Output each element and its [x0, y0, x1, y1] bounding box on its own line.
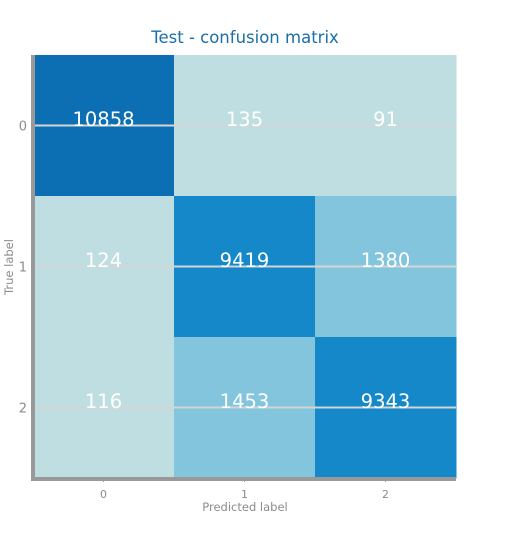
gridlines: [33, 124, 456, 409]
cell-label-0-0: 10858: [72, 108, 134, 131]
cell-label-0-2: 91: [373, 108, 398, 131]
cell-label-2-1: 1453: [220, 390, 270, 413]
chart-title: Test - confusion matrix: [150, 28, 339, 47]
cell-label-1-2: 1380: [361, 249, 411, 272]
cell-label-1-1: 9419: [220, 249, 270, 272]
y-tick-label-2: 2: [19, 402, 27, 417]
y-tick-labels: 0 1 2: [19, 120, 27, 417]
cell-label-1-0: 124: [85, 249, 122, 272]
cell-label-2-2: 9343: [361, 390, 411, 413]
x-tick-label-0: 0: [100, 488, 107, 501]
cell-label-0-1: 135: [226, 108, 263, 131]
y-tick-label-1: 1: [19, 261, 27, 276]
y-axis-label: True label: [2, 239, 16, 296]
axes: [31, 55, 456, 481]
x-axis-label: Predicted label: [202, 500, 287, 514]
x-tick-label-1: 1: [241, 488, 248, 501]
cell-label-2-0: 116: [85, 390, 122, 413]
cell-labels: 10858 135 91 124 9419 1380 116 1453 9343: [72, 108, 410, 413]
x-tick-labels: 0 1 2: [100, 480, 389, 501]
x-tick-label-2: 2: [382, 488, 389, 501]
y-tick-label-0: 0: [19, 120, 27, 135]
